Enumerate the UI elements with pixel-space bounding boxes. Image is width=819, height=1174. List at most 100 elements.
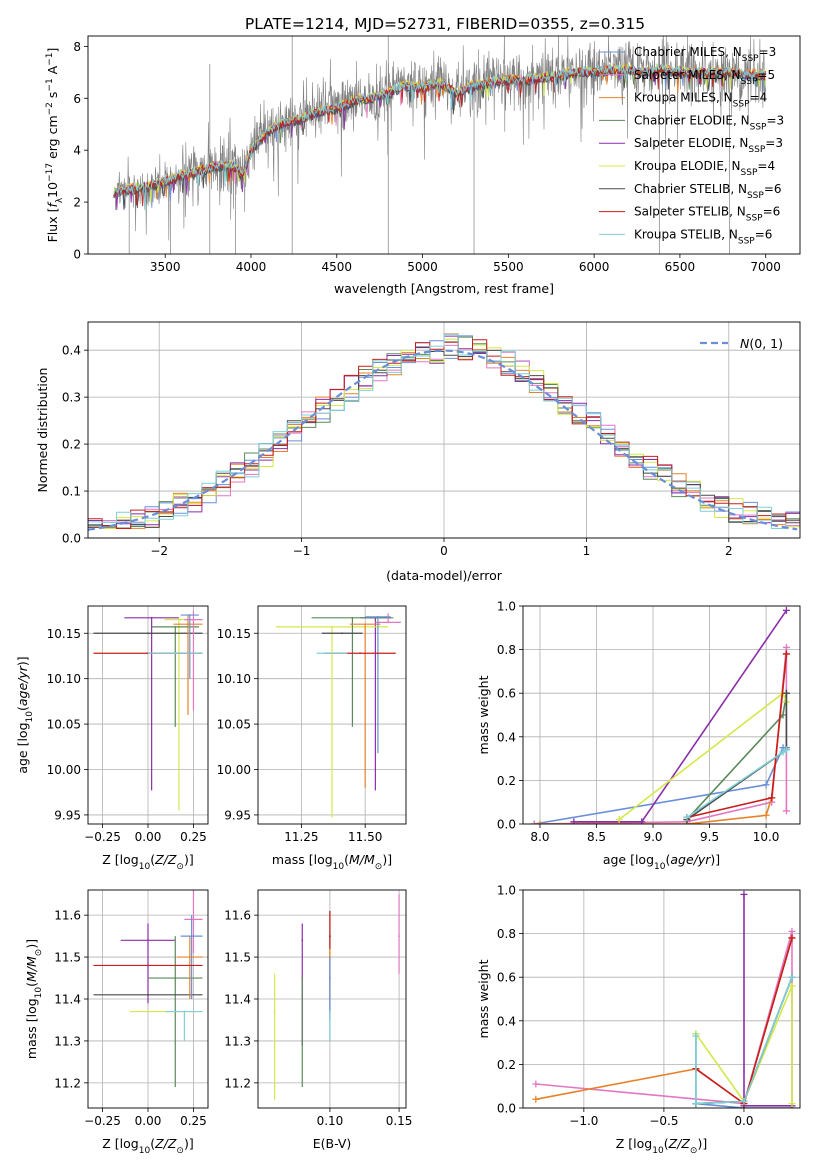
y-tick-label: 0.4 [62,344,81,358]
y-tick-label: 1.0 [497,884,516,898]
x-tick-label: −2 [150,544,168,558]
label-part: 10 [139,862,151,872]
model-spectrum-kroupa_stelib [113,63,766,210]
label-part: Kroupa ELODIE, N [634,159,741,173]
label-part: −17 [45,163,55,182]
weight-marker [615,816,623,824]
data-point [190,935,193,938]
weight-line-chabrier_miles [534,746,787,824]
data-point [183,1010,186,1013]
x-tick-label: 0.10 [317,1114,344,1128]
weight-marker [536,820,544,824]
label-part: =3 [765,136,783,150]
label-part: SSP [750,122,767,132]
data-point [147,939,149,942]
weight-line-kroupa_elodie [695,985,793,1104]
weight_vs_age-panel: 8.0 8.5 9.0 9.5 10.0 0.0 0.2 0.4 0.6 0.8 1.0 age [l… [476,600,801,872]
label-part: Z/Z [154,852,177,867]
data-point [178,618,180,621]
x-tick-label: 9.0 [643,830,662,844]
x-tick-label: 4500 [321,260,352,274]
label-part: Z [log [102,852,138,867]
label-part: ] [45,48,60,53]
legend-entry: N(0, 1) [740,336,783,351]
x-tick-label: 6500 [665,260,696,274]
label-part: Kroupa STELIB, N [634,227,738,241]
weight-marker [768,794,776,802]
label-part: SSP [748,145,765,155]
label-part: −1 [45,52,55,65]
weight-marker [782,689,790,697]
data-point [174,977,177,979]
data-point [341,632,344,635]
data-point [377,616,379,618]
axes-frame [87,35,801,255]
label-part: =3 [759,45,777,59]
label-part: =4 [757,159,775,173]
legend-entry: Chabrier ELODIE, NSSP=3 [634,113,784,132]
y-tick-label: 1.0 [497,600,516,614]
label-part: ( [664,1136,669,1151]
weight-line-kroupa_miles [540,653,788,824]
data-point [192,918,195,921]
y-tick-label: 11.6 [224,909,251,923]
y-axis-label: age [log10(age/yr)] [15,656,35,773]
legend-entry: Kroupa STELIB, NSSP=6 [634,227,772,246]
y-tick-label: 10.00 [217,763,251,777]
axes-frame [257,605,407,825]
data-point [174,652,177,655]
x-tick-label: 10.0 [753,830,780,844]
label-part: ( [24,982,39,987]
data-point [329,1010,331,1013]
weight-marker [782,606,790,614]
y-tick-label: 0.0 [497,1102,516,1116]
weight_vs_Z-panel: −1.0 −0.5 0.0 0.0 0.2 0.4 0.6 0.8 1.0 Z [log10(Z/… [476,884,801,1156]
y-tick-label: 0.8 [497,643,516,657]
label-part: )] [382,852,392,867]
label-part: −2 [45,102,55,115]
x-tick-label: 5500 [493,260,524,274]
data-point [301,939,304,942]
label-part: )] [184,1136,194,1151]
y-tick-label: 0.6 [497,971,516,985]
label-part: 10 [652,1146,664,1156]
data-point [301,977,304,979]
label-part: SSP [741,168,758,178]
weight-marker [532,1080,540,1088]
label-part: SSP [738,236,755,246]
weight-line-salpeter_miles [534,647,788,824]
x-tick-label: 0.00 [135,1114,162,1128]
x-tick-label: 8.0 [530,830,549,844]
label-part: E(B-V) [313,1136,352,1151]
weight-marker [782,650,790,658]
label-part: Salpeter STELIB, N [634,205,746,219]
label-part: M/M [349,852,375,867]
weight-marker [788,973,796,981]
weight_vs_Z-plot-area [532,890,796,1108]
x-axis-label: age [log10(age/yr)] [603,852,720,872]
mass_vs_ebv-plot-area [273,894,400,1100]
figure-title: PLATE=1214, MJD=52731, FIBERID=0355, z=0… [245,15,645,33]
mass_vs_ebv-panel: 0.10 0.15 11.2 11.3 11.4 11.5 11.6 E(B-V) [224,889,412,1151]
y-tick-label: 0.6 [497,687,516,701]
weight-line-kroupa_stelib [695,976,793,1105]
y-tick-label: 0.2 [497,1058,516,1072]
label-part: 10 [139,1146,151,1156]
label-part: Salpeter MILES, N [634,68,741,82]
weight-marker [788,927,796,935]
x-tick-label: 5000 [407,260,438,274]
age_vs_Z-plot-area [93,610,203,811]
label-part: )] [710,852,720,867]
data-point [174,625,177,628]
x-tick-label: −0.25 [84,1114,121,1128]
y-tick-label: 0.8 [497,927,516,941]
y-tick-label: 8 [73,40,81,54]
label-part: ⊙ [375,862,383,872]
weight-marker [638,818,646,824]
label-part: mass [log [24,998,39,1059]
y-tick-label: 2 [73,196,81,210]
x-tick-label: 3500 [150,260,181,274]
